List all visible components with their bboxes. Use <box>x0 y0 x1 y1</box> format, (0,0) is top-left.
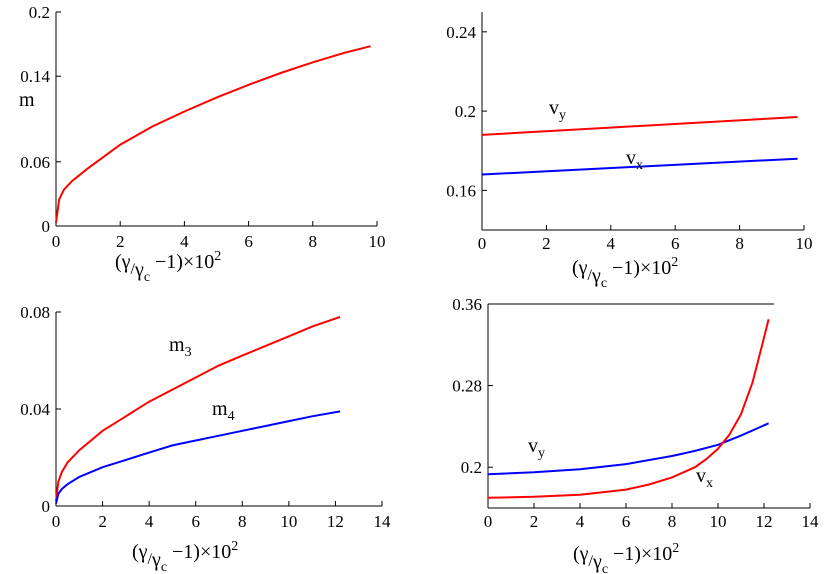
panel-bottom-left-y-tick-label: 0 <box>42 497 51 516</box>
panel-top-right-series-label-vx: vx <box>626 147 643 173</box>
panel-top-right-x-tick-label: 6 <box>671 234 680 253</box>
panel-top-left-x-tick-label: 8 <box>309 232 318 251</box>
panel-bottom-right-series-line-vy <box>487 422 770 476</box>
panel-top-left-y-tick-label: 0 <box>42 217 51 236</box>
panel-bottom-left-x-tick-label: 10 <box>280 512 297 531</box>
panel-top-right-x-tick-label: 8 <box>735 234 744 253</box>
panel-bottom-left-y-tick-label: 0.08 <box>20 303 50 322</box>
panel-bottom-right-x-tick-label: 8 <box>668 512 677 531</box>
panel-bottom-right-y-tick-label: 0.36 <box>452 295 482 314</box>
panel-bottom-right-series-label-vx: vx <box>696 465 713 491</box>
panel-bottom-left-x-tick-label: 14 <box>374 512 392 531</box>
panel-bottom-right-x-tick-label: 4 <box>576 512 585 531</box>
panel-top-right-y-tick-label: 0.16 <box>446 181 476 200</box>
panel-bottom-right-x-axis-label: (γ/γc −1)×102 <box>573 541 679 574</box>
panel-bottom-right-series-line-vx <box>487 319 770 499</box>
panel-bottom-right-y-tick-label: 0.2 <box>461 458 482 477</box>
panel-bottom-left-x-tick-label: 4 <box>145 512 154 531</box>
panel-bottom-right-x-tick-label: 6 <box>622 512 631 531</box>
panel-top-left-x-tick-label: 4 <box>180 232 189 251</box>
panel-bottom-left-x-tick-label: 6 <box>191 512 200 531</box>
panel-top-left-x-axis-label: (γ/γc −1)×102 <box>115 249 221 285</box>
panel-top-right: 0 2 4 6 8 10 0.16 0.2 0.24 (γ/γc −1)×102 vy vx <box>446 12 813 291</box>
panel-top-right-x-tick-label: 10 <box>796 234 813 253</box>
panel-top-left: 0 2 4 6 8 10 0 0.06 0.14 0.2 m (γ/γc −1)×102 <box>19 3 386 285</box>
panel-bottom-left-x-tick-label: 0 <box>52 512 61 531</box>
panel-bottom-left-x-tick-label: 8 <box>238 512 247 531</box>
panel-top-right-series-line-vy <box>481 116 798 136</box>
panel-top-left-x-tick-label: 2 <box>116 232 125 251</box>
panel-bottom-right-series-label-vy: vy <box>528 435 545 461</box>
panel-top-right-x-axis-label: (γ/γc −1)×102 <box>572 255 678 291</box>
panel-bottom-right: 0 2 4 6 8 10 12 14 0.2 0.28 0.36 (γ/γc −1)×102 vy vx <box>452 295 819 574</box>
panel-top-left-x-tick-label: 0 <box>52 232 61 251</box>
panel-bottom-right-x-tick-label: 12 <box>756 512 773 531</box>
panel-bottom-left-series-line-m3 <box>55 315 341 502</box>
panel-top-left-y-tick-label: 0.2 <box>29 3 50 22</box>
panel-top-left-y-axis-label: m <box>19 89 35 111</box>
panel-bottom-right-x-tick-label: 10 <box>710 512 727 531</box>
panel-bottom-right-x-tick-label: 14 <box>802 512 820 531</box>
panel-top-right-series-line-vx <box>481 157 798 176</box>
panel-bottom-left: 0 2 4 6 8 10 12 14 0 0.04 0.08 (γ/γc −1)×102 m3 m4 <box>20 303 391 574</box>
panel-top-right-x-tick-label: 4 <box>607 234 616 253</box>
panel-bottom-left-x-tick-label: 2 <box>98 512 107 531</box>
panel-bottom-right-x-tick-label: 2 <box>530 512 539 531</box>
panel-top-left-y-tick-label: 0.14 <box>20 67 50 86</box>
panel-top-right-x-tick-label: 2 <box>542 234 551 253</box>
panel-top-right-y-tick-label: 0.2 <box>455 102 476 121</box>
panel-bottom-left-series-label-m3: m3 <box>169 334 192 360</box>
panel-top-right-y-tick-label: 0.24 <box>446 23 476 42</box>
panel-bottom-left-series-label-m4: m4 <box>212 398 235 424</box>
panel-top-left-series-line-curve <box>55 45 371 223</box>
panel-bottom-right-y-tick-label: 0.28 <box>452 377 482 396</box>
panel-top-right-x-tick-label: 0 <box>478 234 487 253</box>
panel-top-right-series-label-vy: vy <box>549 97 566 123</box>
panel-top-left-x-tick-label: 6 <box>244 232 253 251</box>
panel-top-left-y-tick-label: 0.06 <box>20 153 50 172</box>
panel-bottom-left-x-axis-label: (γ/γc −1)×102 <box>132 539 238 574</box>
panel-top-left-x-tick-label: 10 <box>369 232 386 251</box>
panel-bottom-left-x-tick-label: 12 <box>327 512 344 531</box>
panel-bottom-left-series-line-m4 <box>55 410 341 504</box>
panel-bottom-right-x-tick-label: 0 <box>484 512 493 531</box>
panel-bottom-left-y-tick-label: 0.04 <box>20 400 50 419</box>
